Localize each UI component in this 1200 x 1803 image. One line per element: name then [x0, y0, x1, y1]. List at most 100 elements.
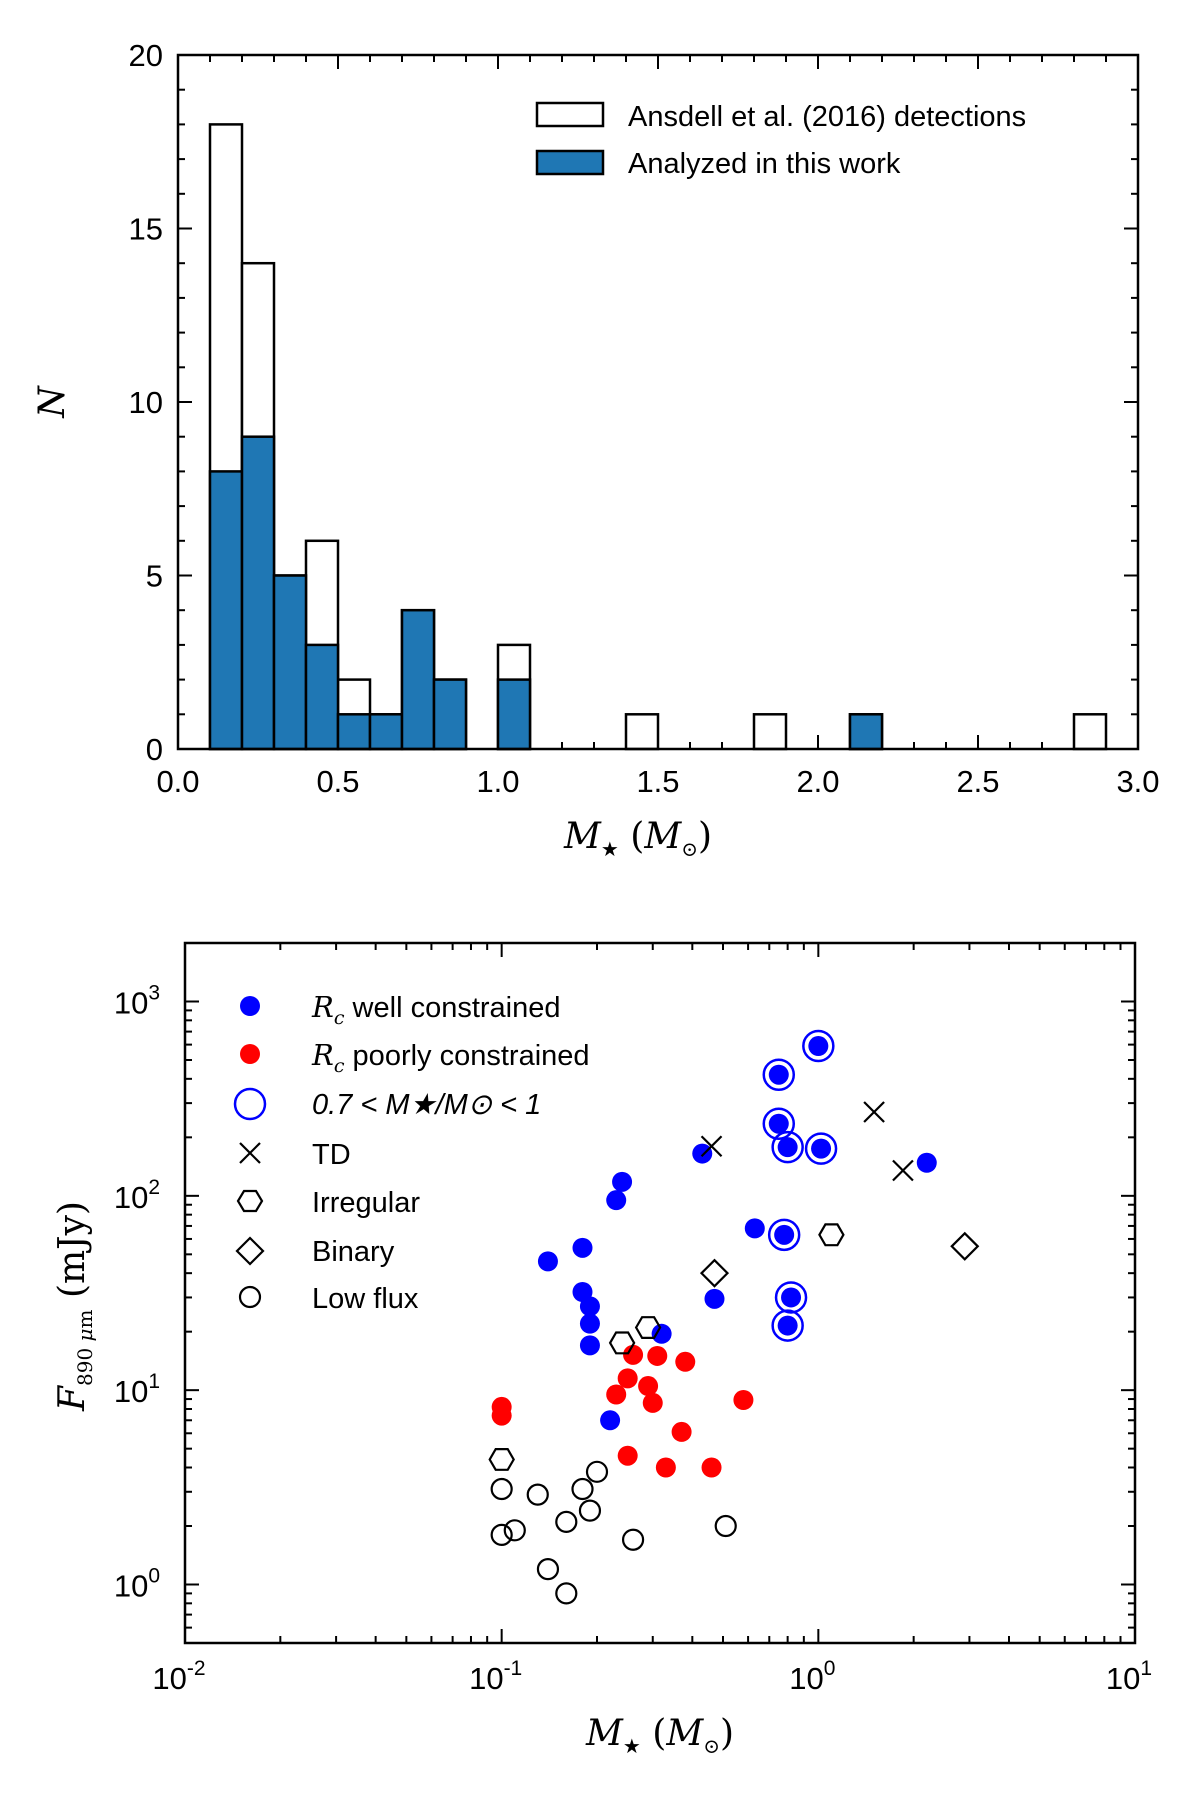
- low-flux-point: [714, 1514, 737, 1538]
- well-constrained-point: [808, 1036, 829, 1057]
- poorly-constrained-point: [638, 1376, 659, 1397]
- y-tick-label: 0: [146, 732, 163, 767]
- analyzed-bar: [240, 435, 276, 751]
- y-tick-label: 103: [114, 982, 160, 1021]
- well-constrained-point: [537, 1251, 558, 1272]
- x-tick-label: 2.5: [956, 764, 999, 799]
- x-tick-label: 10-1: [469, 1657, 522, 1696]
- legend-label-binary: Binary: [312, 1236, 395, 1268]
- low-flux-point: [503, 1519, 526, 1542]
- x-tick-label: 0.5: [316, 764, 359, 799]
- well-constrained-point: [579, 1335, 600, 1356]
- analyzed-bar: [304, 643, 340, 751]
- mass-range-ring: [762, 1107, 796, 1140]
- legend-marker-irregular-hexagon: [236, 1189, 264, 1213]
- well-constrained-point: [768, 1113, 789, 1134]
- x-tick-label: 101: [1106, 1657, 1152, 1696]
- x-tick-label: 0.0: [156, 764, 199, 799]
- low-flux-point: [585, 1460, 609, 1483]
- well-constrained-point: [572, 1237, 593, 1258]
- x-tick-label: 100: [789, 1657, 835, 1696]
- poorly-constrained-point: [733, 1390, 754, 1411]
- scatter-x-axis-title: M★ (M⊙): [585, 1713, 734, 1758]
- low-flux-point: [555, 1510, 578, 1533]
- analyzed-bar: [848, 713, 884, 751]
- mass-range-ring: [804, 1132, 838, 1165]
- legend-swatch-analyzed: [535, 149, 605, 176]
- poorly-constrained-point: [647, 1345, 668, 1366]
- well-constrained-point: [744, 1218, 765, 1239]
- y-tick-label: 10: [129, 385, 163, 420]
- well-constrained-point: [579, 1313, 600, 1334]
- low-flux-point: [555, 1582, 578, 1605]
- well-constrained-point: [768, 1064, 789, 1085]
- low-flux-point: [621, 1528, 645, 1551]
- analyzed-bar: [368, 713, 404, 751]
- ansdell-bar: [624, 713, 660, 751]
- mass-range-ring: [762, 1058, 796, 1091]
- legend-marker-mass-range-ring: [233, 1087, 267, 1121]
- poorly-constrained-point: [671, 1421, 692, 1442]
- y-tick-label: 100: [114, 1564, 160, 1603]
- well-constrained-point: [781, 1287, 802, 1308]
- x-tick-label: 3.0: [1116, 764, 1159, 799]
- histogram-analyzed-bars: [208, 435, 884, 751]
- low-flux-point: [536, 1558, 560, 1581]
- irregular-hexagon-marker: [608, 1331, 636, 1355]
- irregular-hexagon-marker: [818, 1223, 845, 1247]
- analyzed-bar: [432, 678, 468, 751]
- binary-diamond-marker: [950, 1231, 980, 1261]
- scatter-points: [488, 1029, 980, 1605]
- poorly-constrained-point: [655, 1457, 676, 1478]
- ansdell-bar: [1072, 713, 1108, 751]
- well-constrained-point: [606, 1190, 627, 1211]
- analyzed-bar: [336, 713, 372, 751]
- irregular-hexagon-marker: [634, 1316, 662, 1340]
- analyzed-bar: [272, 574, 308, 751]
- x-tick-label: 1.0: [476, 764, 519, 799]
- histogram-ansdell-bars: [208, 123, 1108, 751]
- scatter-legend: Rc well constrained Rc poorly constraine…: [233, 990, 590, 1315]
- legend-label-mass-range: 0.7 < M★/M⊙ < 1: [312, 1089, 541, 1121]
- scatter-y-axis-title: F890 μm (mJy): [52, 1201, 97, 1412]
- x-tick-label: 1.5: [636, 764, 679, 799]
- y-tick-label: 101: [114, 1370, 160, 1409]
- low-flux-point: [571, 1477, 594, 1501]
- ansdell-bar: [752, 713, 788, 751]
- legend-label-td: TD: [312, 1139, 351, 1171]
- y-tick-label: 15: [129, 212, 163, 247]
- well-constrained-point: [777, 1315, 798, 1336]
- y-tick-label: 5: [146, 559, 163, 594]
- analyzed-bar: [496, 678, 532, 751]
- well-constrained-point: [651, 1323, 672, 1344]
- poorly-constrained-point: [701, 1457, 722, 1478]
- mass-range-ring: [802, 1029, 835, 1063]
- histogram-panel: 0.0 0.5 1.0 1.5 2.0 2.5 3.0 0 5 10 15 20 Ansdell et…: [32, 38, 1160, 861]
- poorly-constrained-point: [623, 1344, 644, 1365]
- y-tick-label: 102: [114, 1176, 160, 1215]
- low-flux-point: [526, 1483, 549, 1506]
- td-cross-marker: [700, 1135, 723, 1158]
- mass-range-ring: [771, 1130, 804, 1164]
- low-flux-point: [578, 1499, 602, 1522]
- histogram-legend: Ansdell et al. (2016) detections Analyze…: [535, 101, 1026, 180]
- analyzed-bar: [400, 608, 436, 751]
- well-constrained-point: [704, 1288, 725, 1309]
- scatter-ticks: 10-2 10-1 100 101 100 101 102 103: [114, 942, 1152, 1696]
- legend-label-poorly-constrained: Rc poorly constrained: [311, 1038, 590, 1077]
- x-tick-label: 10-2: [152, 1657, 205, 1696]
- scatter-frame: [183, 941, 1137, 1645]
- well-constrained-point: [811, 1138, 832, 1159]
- legend-label-ansdell: Ansdell et al. (2016) detections: [628, 101, 1026, 133]
- well-constrained-point: [692, 1143, 713, 1164]
- td-cross-marker: [863, 1101, 885, 1123]
- mass-range-ring: [774, 1281, 808, 1314]
- well-constrained-point: [612, 1171, 633, 1192]
- binary-diamond-marker: [699, 1258, 730, 1288]
- mass-range-ring: [767, 1218, 801, 1252]
- legend-label-well-constrained: Rc well constrained: [311, 990, 561, 1029]
- histogram-x-axis-title: M★ (M⊙): [563, 816, 712, 861]
- legend-marker-low-flux-circle: [238, 1285, 262, 1309]
- poorly-constrained-point: [675, 1351, 696, 1372]
